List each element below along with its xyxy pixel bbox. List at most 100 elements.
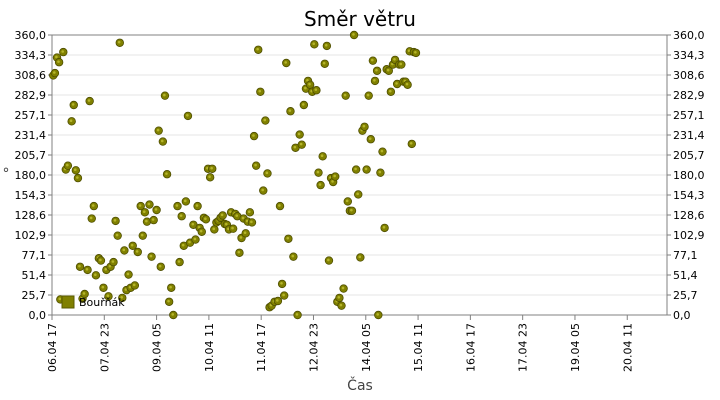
y-tick-label-right: 102,9 bbox=[673, 229, 705, 242]
data-point-highlight bbox=[312, 42, 316, 46]
data-point-highlight bbox=[375, 68, 378, 72]
x-tick-label: 17.04 23 bbox=[517, 323, 530, 372]
data-point-highlight bbox=[76, 176, 79, 179]
data-point-highlight bbox=[151, 218, 155, 221]
y-tick-label-right: 25,7 bbox=[673, 289, 698, 302]
data-point-highlight bbox=[282, 293, 285, 297]
y-tick-label: 360,0 bbox=[15, 29, 47, 42]
data-point-highlight bbox=[405, 82, 409, 86]
x-tick-label: 12.04 23 bbox=[307, 323, 320, 372]
data-point-highlight bbox=[261, 188, 264, 192]
data-point-highlight bbox=[160, 139, 164, 143]
data-point-highlight bbox=[288, 109, 292, 112]
data-point-highlight bbox=[147, 202, 151, 206]
x-axis-label: Čas bbox=[347, 376, 373, 394]
data-point-highlight bbox=[237, 250, 241, 254]
legend-label: Bouřňák bbox=[79, 296, 125, 309]
y-tick-label: 308,6 bbox=[15, 69, 47, 82]
data-point-highlight bbox=[354, 167, 357, 171]
y-tick-label: 257,1 bbox=[15, 109, 47, 122]
data-point-highlight bbox=[145, 219, 148, 223]
data-point-highlight bbox=[280, 281, 283, 285]
y-tick-label: 51,4 bbox=[22, 269, 47, 282]
y-tick-label-right: 180,0 bbox=[673, 169, 705, 182]
y-tick-label: 154,3 bbox=[15, 189, 47, 202]
data-point-highlight bbox=[108, 264, 112, 268]
data-point-highlight bbox=[85, 267, 89, 271]
data-point-highlight bbox=[73, 168, 77, 172]
data-point-highlight bbox=[295, 313, 299, 316]
y-tick-label-right: 77,1 bbox=[673, 249, 698, 262]
data-point-highlight bbox=[195, 204, 199, 207]
data-point-highlight bbox=[177, 260, 181, 263]
x-tick-label: 10.04 11 bbox=[203, 323, 216, 372]
data-point-highlight bbox=[69, 119, 73, 123]
y-tick-label: 205,7 bbox=[15, 149, 47, 162]
y-tick-label-right: 308,6 bbox=[673, 69, 705, 82]
data-point-highlight bbox=[343, 93, 347, 97]
data-point-highlight bbox=[165, 172, 168, 175]
y-tick-label-right: 334,3 bbox=[673, 49, 705, 62]
data-point-highlight bbox=[106, 294, 110, 298]
data-point-highlight bbox=[101, 285, 105, 289]
data-point-highlight bbox=[224, 222, 228, 226]
data-point-highlight bbox=[250, 220, 253, 224]
data-point-highlight bbox=[286, 236, 290, 240]
y-tick-label-right: 231,4 bbox=[673, 129, 705, 142]
data-point-highlight bbox=[299, 142, 303, 146]
data-point-highlight bbox=[61, 50, 64, 53]
data-point-highlight bbox=[191, 222, 195, 226]
data-point-highlight bbox=[124, 288, 128, 291]
y-tick-label: 77,1 bbox=[22, 249, 47, 262]
y-tick-label: 334,3 bbox=[15, 49, 47, 62]
data-point-highlight bbox=[373, 78, 376, 82]
data-point-highlight bbox=[265, 171, 269, 175]
y-tick-label-right: 205,7 bbox=[673, 149, 705, 162]
data-point-highlight bbox=[291, 254, 295, 258]
data-point-highlight bbox=[368, 137, 372, 140]
data-point-highlight bbox=[115, 233, 119, 237]
x-tick-label: 07.04 23 bbox=[98, 323, 111, 372]
data-point-highlight bbox=[208, 175, 211, 179]
data-point-highlight bbox=[130, 243, 134, 247]
data-point-highlight bbox=[388, 89, 392, 93]
data-point-highlight bbox=[306, 78, 309, 82]
data-point-highlight bbox=[324, 43, 328, 47]
data-point-highlight bbox=[113, 218, 117, 222]
data-point-highlight bbox=[318, 183, 322, 186]
data-point-highlight bbox=[308, 82, 311, 86]
x-tick-label: 11.04 17 bbox=[255, 323, 268, 372]
data-point-highlight bbox=[358, 255, 362, 259]
x-tick-label: 15.04 11 bbox=[412, 323, 425, 372]
data-point-highlight bbox=[337, 295, 341, 299]
data-point-highlight bbox=[169, 285, 172, 289]
data-point-highlight bbox=[409, 141, 413, 145]
data-point-highlight bbox=[362, 124, 366, 128]
data-point-highlight bbox=[199, 229, 203, 233]
data-point-highlight bbox=[197, 225, 201, 229]
data-point-highlight bbox=[258, 89, 262, 93]
y-tick-label-right: 0,0 bbox=[673, 309, 691, 322]
y-tick-label-right: 51,4 bbox=[673, 269, 698, 282]
data-point-highlight bbox=[345, 199, 349, 203]
data-point-highlight bbox=[254, 163, 257, 167]
x-tick-label: 19.04 05 bbox=[569, 323, 582, 372]
data-point-highlight bbox=[229, 210, 232, 214]
data-point-highlight bbox=[284, 61, 287, 64]
data-point-highlight bbox=[158, 264, 162, 268]
data-point-highlight bbox=[263, 118, 267, 122]
data-point-highlight bbox=[65, 163, 69, 167]
data-point-highlight bbox=[91, 204, 95, 207]
y-tick-label: 231,4 bbox=[15, 129, 47, 142]
data-point-highlight bbox=[156, 128, 160, 132]
legend: Bouřňák bbox=[61, 295, 125, 309]
data-point-highlight bbox=[183, 199, 187, 203]
data-point-highlight bbox=[89, 216, 93, 220]
y-axis-left: 0,0 25,7 51,4 77,1 102,9 128,6 154,3 180,0 205,7… bbox=[15, 29, 52, 322]
data-point-highlight bbox=[399, 62, 403, 66]
data-point-highlight bbox=[243, 231, 247, 235]
data-points bbox=[49, 30, 421, 320]
data-point-highlight bbox=[179, 214, 183, 217]
data-point-highlight bbox=[140, 233, 144, 237]
